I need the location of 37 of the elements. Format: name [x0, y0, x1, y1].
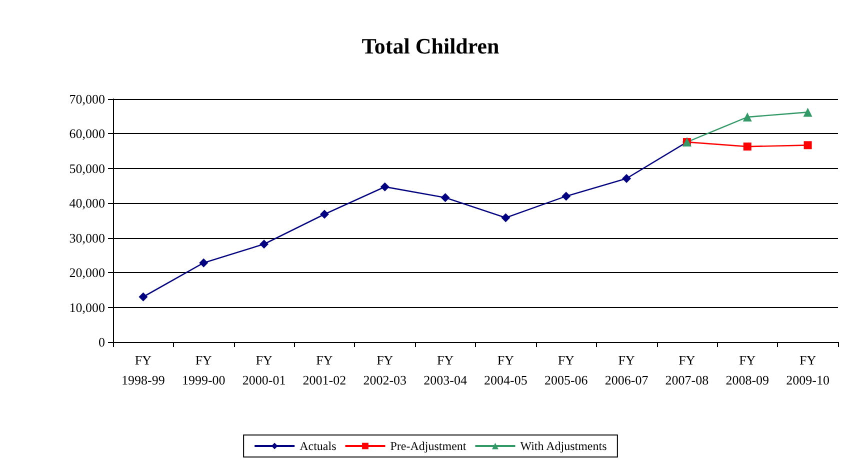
point — [440, 193, 450, 202]
y-tick-label: 60,000 — [69, 126, 105, 142]
x-tick-label: FY 1998-99 — [122, 352, 165, 388]
point — [260, 240, 269, 249]
y-tick-label: 70,000 — [69, 92, 105, 106]
y-tick-label: 0 — [98, 334, 105, 350]
x-tick-label: FY 2003-04 — [424, 352, 468, 388]
y-tick-label: 10,000 — [69, 300, 105, 315]
point — [743, 142, 752, 151]
point — [320, 210, 329, 219]
point — [742, 112, 752, 122]
point — [380, 182, 390, 192]
point — [562, 192, 571, 201]
y-tick-label: 30,000 — [69, 230, 105, 246]
point — [803, 108, 812, 117]
chart-title: Total Children — [362, 34, 500, 58]
x-tick-label: FY 2007-08 — [665, 352, 709, 388]
x-tick-label: FY 2004-05 — [484, 352, 528, 388]
point — [199, 258, 208, 268]
x-tick-label: FY 2009-10 — [786, 352, 830, 388]
x-tick-label: FY 2005-06 — [544, 352, 588, 388]
x-tick-label: FY 2001-02 — [302, 352, 346, 388]
x-tick-label: FY 2002-03 — [363, 352, 407, 388]
legend-label: Actuals — [300, 439, 337, 453]
point — [622, 174, 632, 183]
x-tick-label: FY 1999-00 — [182, 352, 226, 388]
legend-label: With Adjustments — [520, 439, 608, 453]
point — [501, 213, 510, 222]
y-tick-label: 50,000 — [69, 160, 105, 176]
x-tick-label: FY 2000-01 — [242, 352, 286, 388]
point — [804, 141, 812, 150]
x-tick-label: FY 2008-09 — [726, 352, 770, 388]
legend-label: Pre-Adjustment — [390, 439, 467, 453]
point — [138, 292, 148, 302]
y-tick-label: 40,000 — [69, 196, 105, 211]
y-tick-label: 20,000 — [69, 265, 105, 280]
x-tick-label: FY 2006-07 — [604, 352, 649, 388]
